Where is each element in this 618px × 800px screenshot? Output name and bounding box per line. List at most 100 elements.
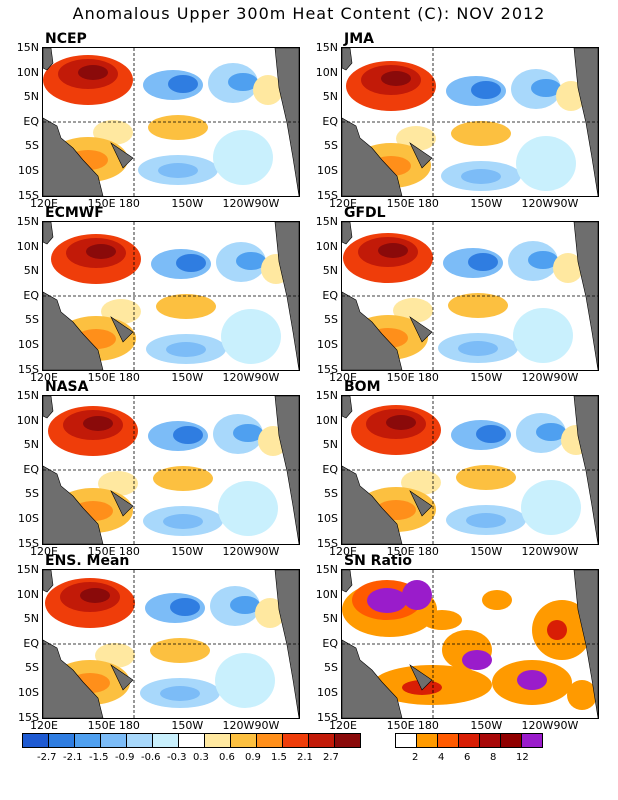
contour-region [153, 466, 213, 491]
lon-tick-label: 120W [521, 371, 554, 384]
land-mass [342, 117, 403, 196]
lon-tick-label: 150W [470, 545, 503, 558]
land-mass [110, 316, 134, 343]
lat-tick-label: 10S [18, 164, 39, 177]
lon-tick-label: 120E [329, 371, 357, 384]
land-mass [274, 222, 299, 370]
land-mass [573, 396, 598, 544]
contour-region [448, 293, 508, 318]
lon-tick-label: 150E [386, 371, 415, 384]
lon-tick-label: 150E [87, 719, 116, 732]
contour-region [221, 309, 281, 364]
lon-tick-label: 180 [118, 371, 140, 384]
lat-tick-label: 10N [16, 65, 39, 79]
contour-region [462, 650, 492, 670]
lon-tick-label: 180 [118, 197, 140, 210]
lon-tick-label: 90W [553, 545, 579, 558]
contour-region [86, 244, 116, 259]
land-mass [409, 664, 433, 691]
colorbar-swatch [49, 734, 75, 747]
colorbar-swatch [101, 734, 127, 747]
lon-tick-label: 150E [386, 545, 415, 558]
lat-tick-label: 5S [324, 139, 338, 153]
colorbar-label: 0.9 [245, 752, 261, 763]
colorbar-swatch [480, 734, 501, 747]
land-mass [274, 48, 299, 196]
lat-tick-label: EQ [322, 462, 338, 476]
contour-region [163, 514, 203, 529]
lat-tick-label: 5N [23, 438, 39, 452]
colorbar-label: -1.5 [89, 752, 109, 763]
contour-region [466, 513, 506, 528]
colorbar-label: -0.9 [115, 752, 135, 763]
colorbar-label: 2.1 [297, 752, 313, 763]
contour-region [230, 596, 260, 614]
lat-tick-label: 10N [16, 413, 39, 427]
contour-region [148, 115, 208, 140]
panel-title: NCEP [45, 31, 87, 47]
lat-tick-label: 15S [317, 710, 338, 724]
contour-region [255, 598, 285, 628]
anomaly-field [342, 48, 598, 196]
lat-tick-label: 10S [317, 338, 338, 351]
contour-region [471, 81, 501, 99]
land-mass [342, 222, 353, 245]
lon-tick-label: 120W [521, 197, 554, 210]
anomaly-field [342, 570, 598, 718]
lat-tick-label: EQ [23, 636, 39, 650]
lon-tick-label: 90W [254, 545, 280, 558]
figure-title: Anomalous Upper 300m Heat Content (C): N… [72, 4, 546, 23]
colorbar-swatch [417, 734, 438, 747]
lat-tick-label: EQ [322, 636, 338, 650]
contour-region [213, 130, 273, 185]
contour-region [547, 620, 567, 640]
lat-tick-label: 15S [317, 536, 338, 550]
lat-tick-label: 15N [315, 563, 338, 576]
contour-region [567, 680, 597, 710]
lon-tick-label: 120W [521, 545, 554, 558]
lon-tick-label: 90W [553, 371, 579, 384]
lon-tick-label: 120E [329, 197, 357, 210]
land-mass [43, 117, 104, 196]
contour-region [166, 342, 206, 357]
lon-tick-label: 120W [222, 545, 255, 558]
panel-title: NASA [45, 379, 89, 395]
lat-tick-label: 5S [324, 487, 338, 501]
map-panel [42, 395, 300, 545]
lon-tick-label: 90W [254, 719, 280, 732]
lat-tick-label: 15N [315, 215, 338, 228]
colorbar-swatch [257, 734, 283, 747]
lon-tick-label: 90W [254, 371, 280, 384]
lat-tick-label: 5N [23, 612, 39, 626]
land-mass [573, 570, 598, 718]
anomaly-colorbar [22, 733, 361, 748]
lat-tick-label: 5S [25, 487, 39, 501]
panel-title: BOM [344, 379, 381, 395]
lon-tick-label: 150W [470, 719, 503, 732]
land-mass [342, 570, 353, 593]
colorbar-label: 2.7 [323, 752, 339, 763]
colorbar-label: 12 [516, 752, 529, 763]
land-mass [43, 48, 54, 71]
contour-region [461, 169, 501, 184]
lat-tick-label: 5S [25, 661, 39, 675]
lon-tick-label: 120E [30, 371, 58, 384]
lat-tick-label: 10N [16, 239, 39, 253]
contour-region [513, 308, 573, 363]
lon-tick-label: 120W [222, 719, 255, 732]
map-panel [42, 221, 300, 371]
lon-tick-label: 180 [118, 545, 140, 558]
lat-tick-label: 5S [324, 313, 338, 327]
contour-region [228, 73, 258, 91]
colorbar-swatch [459, 734, 480, 747]
contour-region [170, 598, 200, 616]
lat-tick-label: 15N [16, 563, 39, 576]
anomaly-field [342, 222, 598, 370]
colorbar-swatch [522, 734, 542, 747]
colorbar-swatch [438, 734, 459, 747]
contour-region [456, 465, 516, 490]
lon-tick-label: 120E [30, 545, 58, 558]
lat-tick-label: 15S [18, 188, 39, 202]
land-mass [43, 570, 54, 593]
contour-region [78, 65, 108, 80]
